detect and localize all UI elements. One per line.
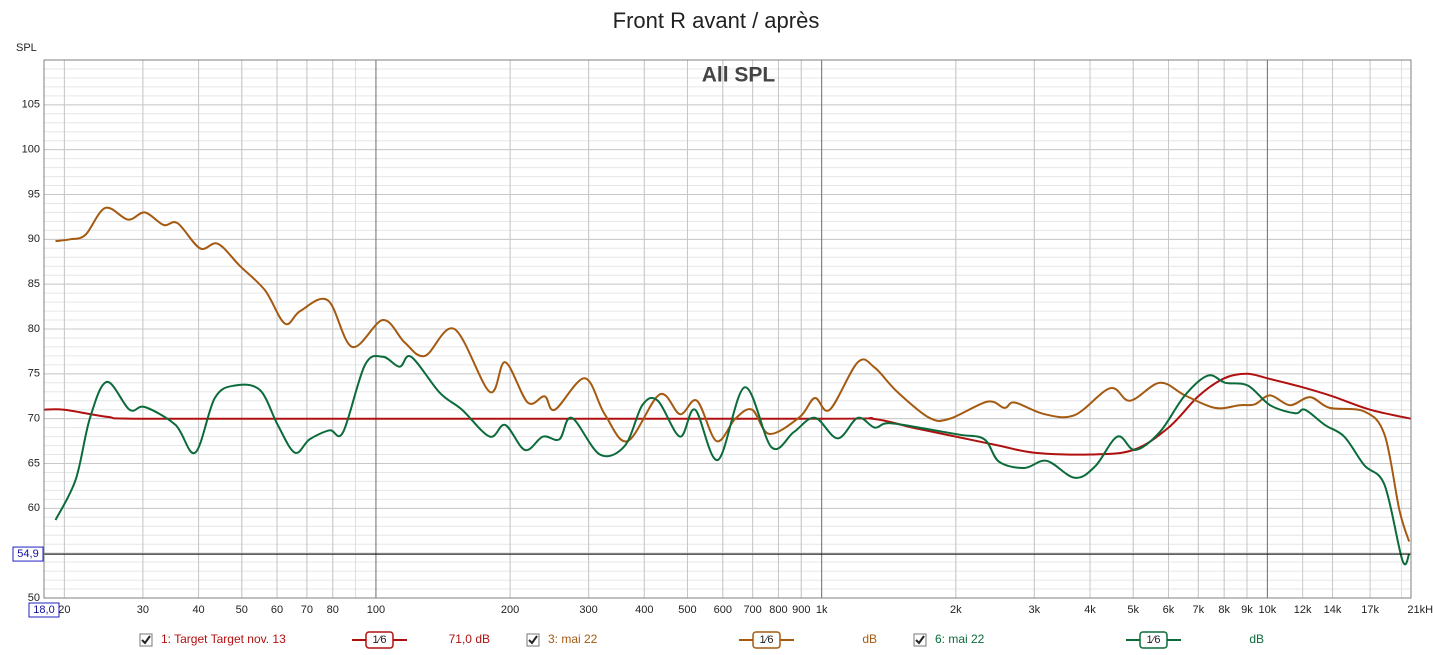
grid (44, 59, 1412, 599)
x-tick-label: 1k (816, 604, 828, 616)
y-tick-label: 105 (22, 99, 40, 111)
x-tick-label: 7k (1193, 604, 1205, 616)
cursor-x-label: 18,0 (33, 604, 54, 616)
legend-label: 3: mai 22 (548, 632, 598, 646)
plot-frame (43, 59, 1412, 599)
x-tick-label: 700 (743, 604, 761, 616)
x-tick-label: 40 (192, 604, 204, 616)
chart-title: Front R avant / après (613, 8, 820, 33)
x-tick-label: 4k (1084, 604, 1096, 616)
x-tick-label: 80 (327, 604, 339, 616)
y-tick-label: 50 (28, 592, 40, 604)
legend-label: 6: mai 22 (935, 632, 985, 646)
x-tick-label: 5k (1127, 604, 1139, 616)
x-tick-label: 3k (1029, 604, 1041, 616)
y-tick-label: 80 (28, 323, 40, 335)
plot-lines (44, 206, 1411, 566)
x-tick-label: 200 (501, 604, 519, 616)
y-tick-label: 60 (28, 502, 40, 514)
legend-smoothing-box[interactable] (752, 631, 781, 649)
x-tick-label: 20 (58, 604, 70, 616)
plot-subtitle: All SPL (702, 64, 776, 87)
x-tick-label: 500 (678, 604, 696, 616)
y-axis-label: SPL (16, 42, 37, 54)
x-tick-label: 2k (950, 604, 962, 616)
x-tick-label: 14k (1324, 604, 1342, 616)
x-tick-label: 10k (1259, 604, 1277, 616)
x-tick-label: 12k (1294, 604, 1312, 616)
x-tick-label: 300 (579, 604, 597, 616)
x-tick-label: 6k (1163, 604, 1175, 616)
x-tick-label: 9k (1241, 604, 1253, 616)
x-tick-label: 30 (137, 604, 149, 616)
x-tick-label: 17k (1361, 604, 1379, 616)
x-tick-label: 70 (301, 604, 313, 616)
series-line (54, 354, 1411, 566)
legend-smoothing: 1⁄6 (1146, 634, 1160, 646)
cursor-y-box (12, 546, 44, 562)
x-tick-label: 400 (635, 604, 653, 616)
y-tick-label: 95 (28, 188, 40, 200)
x-tick-label: 50 (236, 604, 248, 616)
legend-smoothing: 1⁄6 (372, 634, 386, 646)
legend-smoothing: 1⁄6 (759, 634, 773, 646)
x-tick-label: 800 (769, 604, 787, 616)
x-tick-label: 8k (1218, 604, 1230, 616)
legend-checkmark[interactable] (915, 635, 925, 645)
legend-checkmark[interactable] (528, 635, 538, 645)
y-tick-label: 90 (28, 233, 40, 245)
y-tick-label: 85 (28, 278, 40, 290)
x-tick-label: 100 (367, 604, 385, 616)
legend-checkmark[interactable] (141, 635, 151, 645)
y-tick-label: 100 (22, 144, 40, 156)
y-tick-label: 65 (28, 457, 40, 469)
series-line (55, 206, 1411, 542)
y-tick-label: 70 (28, 413, 40, 425)
foreground: 5055606570758085909510010520304050607080… (12, 59, 1433, 649)
series-line (44, 372, 1411, 456)
cursor-y-label: 54,9 (17, 548, 38, 560)
legend-label: 1: Target Target nov. 13 (161, 632, 286, 646)
x-tick-label: 21kHz (1407, 604, 1433, 616)
cursor-x-box (28, 602, 60, 618)
legend-smoothing-box[interactable] (365, 631, 394, 649)
x-tick-label: 60 (271, 604, 283, 616)
legend-smoothing-box[interactable] (1139, 631, 1168, 649)
y-tick-label: 75 (28, 368, 40, 380)
x-tick-label: 900 (792, 604, 810, 616)
x-tick-label: 600 (714, 604, 732, 616)
legend-level: 71,0 dB (449, 632, 490, 646)
legend-level: dB (1249, 632, 1264, 646)
legend-level: dB (862, 632, 877, 646)
